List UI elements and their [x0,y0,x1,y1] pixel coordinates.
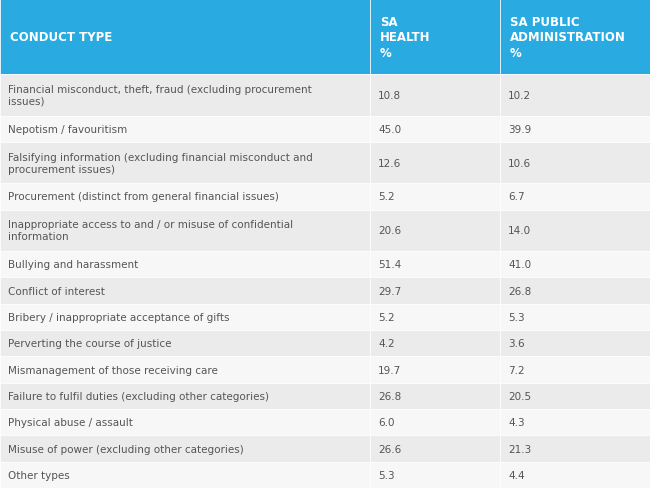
Bar [370,435,500,462]
Bar [0,184,370,210]
Text: Perverting the course of justice: Perverting the course of justice [8,339,172,348]
Text: Nepotism / favouritism: Nepotism / favouritism [8,124,127,135]
Text: Falsifying information (excluding financial misconduct and
procurement issues): Falsifying information (excluding financ… [8,152,313,174]
Text: 26.6: 26.6 [378,444,401,453]
Bar [370,304,500,330]
Text: 5.2: 5.2 [378,192,395,202]
Bar [0,116,370,142]
Text: 41.0: 41.0 [508,260,531,270]
Text: Mismanagement of those receiving care: Mismanagement of those receiving care [8,365,218,375]
Text: SA PUBLIC
ADMINISTRATION
%: SA PUBLIC ADMINISTRATION % [510,16,626,60]
Bar [370,462,500,488]
Text: 5.3: 5.3 [378,470,395,480]
Bar [0,435,370,462]
Bar [500,184,650,210]
Text: 6.7: 6.7 [508,192,525,202]
Bar [500,251,650,278]
Text: 7.2: 7.2 [508,365,525,375]
Bar [500,304,650,330]
Text: 10.6: 10.6 [508,158,531,168]
Bar [370,142,500,184]
Bar [0,142,370,184]
Text: SA
HEALTH
%: SA HEALTH % [380,16,430,60]
Text: Procurement (distinct from general financial issues): Procurement (distinct from general finan… [8,192,279,202]
Bar [0,278,370,304]
Bar [0,462,370,488]
Bar [0,383,370,409]
Bar [500,383,650,409]
Text: 45.0: 45.0 [378,124,401,135]
Bar [0,304,370,330]
Bar [500,357,650,383]
Bar [500,278,650,304]
Text: 26.8: 26.8 [508,286,531,296]
Bar [370,278,500,304]
Text: 20.6: 20.6 [378,226,401,236]
Bar [370,383,500,409]
Text: CONDUCT TYPE: CONDUCT TYPE [10,31,112,44]
Text: 26.8: 26.8 [378,391,401,401]
Bar [500,462,650,488]
Bar [0,75,370,116]
Text: 5.3: 5.3 [508,312,525,322]
Text: 19.7: 19.7 [378,365,401,375]
Bar [370,251,500,278]
Text: Physical abuse / assault: Physical abuse / assault [8,417,133,427]
Bar [370,116,500,142]
Text: Financial misconduct, theft, fraud (excluding procurement
issues): Financial misconduct, theft, fraud (excl… [8,85,312,107]
Bar [500,330,650,357]
Bar [500,0,650,75]
Text: Other types: Other types [8,470,70,480]
Bar [370,409,500,435]
Text: 4.3: 4.3 [508,417,525,427]
Text: 3.6: 3.6 [508,339,525,348]
Bar [500,75,650,116]
Text: 29.7: 29.7 [378,286,401,296]
Text: Bullying and harassment: Bullying and harassment [8,260,138,270]
Bar [0,210,370,251]
Text: 51.4: 51.4 [378,260,401,270]
Text: 10.8: 10.8 [378,91,401,101]
Bar [0,330,370,357]
Text: 39.9: 39.9 [508,124,531,135]
Bar [0,251,370,278]
Text: 20.5: 20.5 [508,391,531,401]
Bar [370,210,500,251]
Bar [0,0,370,75]
Bar [0,357,370,383]
Text: 12.6: 12.6 [378,158,401,168]
Text: 4.2: 4.2 [378,339,395,348]
Bar [500,116,650,142]
Text: Misuse of power (excluding other categories): Misuse of power (excluding other categor… [8,444,244,453]
Bar [500,409,650,435]
Text: Conflict of interest: Conflict of interest [8,286,105,296]
Text: 21.3: 21.3 [508,444,531,453]
Bar [370,330,500,357]
Bar [500,142,650,184]
Bar [370,0,500,75]
Bar [500,210,650,251]
Text: 6.0: 6.0 [378,417,395,427]
Text: 14.0: 14.0 [508,226,531,236]
Text: Inappropriate access to and / or misuse of confidential
information: Inappropriate access to and / or misuse … [8,220,293,242]
Bar [370,357,500,383]
Bar [370,184,500,210]
Bar [370,75,500,116]
Text: 10.2: 10.2 [508,91,531,101]
Bar [500,435,650,462]
Text: Failure to fulfil duties (excluding other categories): Failure to fulfil duties (excluding othe… [8,391,269,401]
Text: Bribery / inappropriate acceptance of gifts: Bribery / inappropriate acceptance of gi… [8,312,229,322]
Bar [0,409,370,435]
Text: 4.4: 4.4 [508,470,525,480]
Text: 5.2: 5.2 [378,312,395,322]
